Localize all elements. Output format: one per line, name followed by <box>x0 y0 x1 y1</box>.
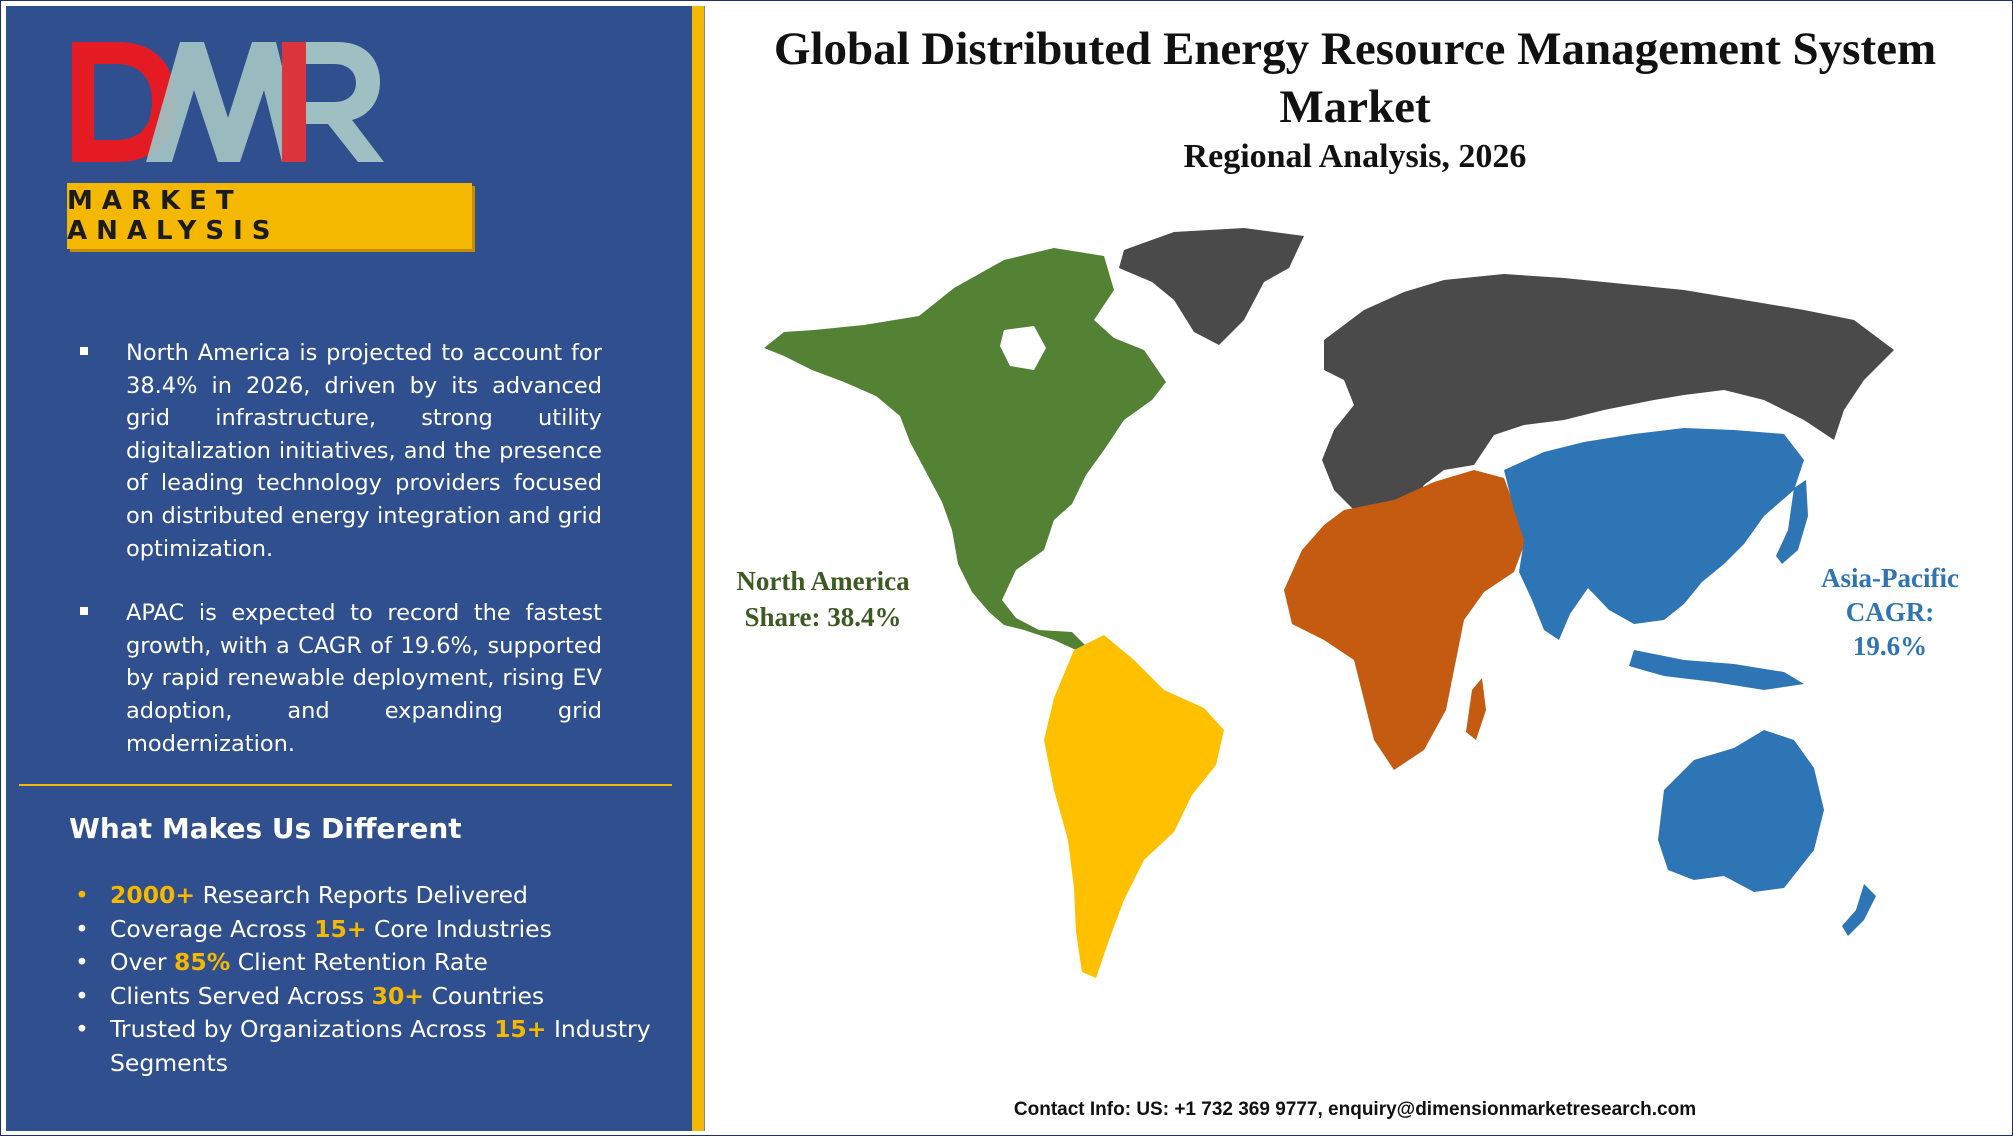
region-north-america <box>764 248 1166 650</box>
panel-divider <box>692 6 704 1131</box>
insight-text: North America is projected to account fo… <box>126 340 602 562</box>
region-japan <box>1776 480 1808 564</box>
bullet-square-icon <box>80 347 88 355</box>
different-list: • 2000+ Research Reports Delivered • Cover… <box>72 879 672 1080</box>
section-separator <box>19 784 672 786</box>
region-asia-pacific <box>1504 428 1804 640</box>
different-item: • Clients Served Across 30+ Countries <box>72 980 672 1014</box>
insights-list: North America is projected to account fo… <box>80 337 602 792</box>
insight-north-america: North America is projected to account fo… <box>80 337 602 565</box>
asia-pacific-cagr-label: CAGR: <box>1845 597 1935 627</box>
different-item: • Over 85% Client Retention Rate <box>72 946 672 980</box>
north-america-share: Share: 38.4% <box>744 602 902 632</box>
page-subtitle: Regional Analysis, 2026 <box>1183 138 1527 175</box>
region-greenland <box>1119 228 1304 345</box>
contact-info: Contact Info: US: +1 732 369 9777, enqui… <box>1013 1099 1697 1120</box>
bullet-dot-icon: • <box>75 914 89 943</box>
north-america-label: North America Share: 38.4% <box>718 563 928 635</box>
insight-text: APAC is expected to record the fastest g… <box>126 600 602 757</box>
logo-tagline: MARKET ANALYSIS <box>67 186 280 246</box>
region-new-zealand <box>1842 884 1876 936</box>
region-indonesia <box>1629 650 1804 690</box>
region-south-america <box>1044 635 1224 978</box>
insight-apac: APAC is expected to record the fastest g… <box>80 597 602 760</box>
asia-pacific-cagr-value: 19.6% <box>1852 631 1928 661</box>
north-america-name: North America <box>736 566 910 596</box>
different-item: • 2000+ Research Reports Delivered <box>72 879 672 913</box>
region-europe-russia <box>1322 274 1894 520</box>
asia-pacific-name: Asia-Pacific <box>1821 563 1959 593</box>
bullet-dot-icon: • <box>75 1015 89 1043</box>
bullet-dot-icon: • <box>75 948 89 976</box>
asia-pacific-label: Asia-Pacific CAGR: 19.6% <box>1800 561 1980 663</box>
region-mea <box>1284 470 1526 770</box>
bullet-dot-icon: • <box>75 981 89 1010</box>
market-analysis-badge: MARKET ANALYSIS <box>67 183 472 249</box>
dmr-logo <box>72 42 384 162</box>
bullet-square-icon <box>80 607 88 616</box>
different-title: What Makes Us Different <box>69 812 462 845</box>
world-map <box>764 228 1894 978</box>
page-title: Global Distributed Energy Resource Manag… <box>773 23 1937 133</box>
region-australia <box>1658 730 1824 892</box>
different-item: • Trusted by Organizations Across 15+ Ind… <box>75 1015 651 1077</box>
hudson-bay <box>1000 326 1046 370</box>
bullet-dot-icon: • <box>75 881 89 909</box>
different-item: • Coverage Across 15+ Core Industries <box>72 913 672 947</box>
region-madagascar <box>1466 678 1486 740</box>
